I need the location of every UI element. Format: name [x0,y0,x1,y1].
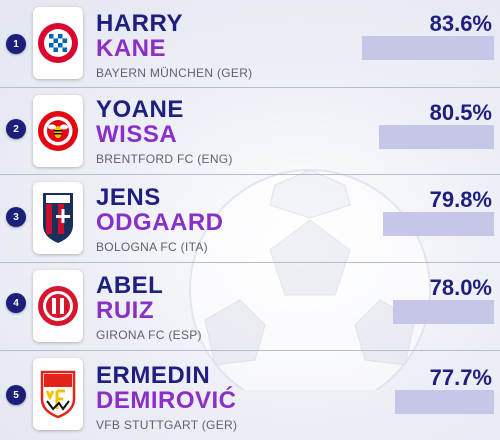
percentage-bar-track [354,36,494,60]
row-divider [0,87,500,88]
player-row-2: 2 YOANE WISSA BRENTFORD FC (ENG) 80.5% [0,88,500,174]
row-divider [0,350,500,351]
percentage-bar [393,300,494,324]
player-club: BRENTFORD FC (ENG) [96,152,233,166]
player-last-name: WISSA [96,121,178,148]
girona-crest-icon [33,270,83,342]
percentage-bar [379,125,494,149]
player-percentage: 77.7% [429,365,492,390]
percentage-bar-track [354,125,494,149]
player-first-name: HARRY [96,10,183,37]
player-last-name: KANE [96,35,167,62]
percentage-bar [394,390,494,414]
rank-badge: 5 [6,385,26,405]
player-percentage: 78.0% [429,275,492,300]
bayern-crest-icon [33,7,83,79]
row-divider [0,174,500,175]
player-first-name: JENS [96,184,161,211]
rank-badge: 3 [6,207,26,227]
percentage-bar [383,212,494,236]
player-last-name: ODGAARD [96,209,224,236]
player-row-3: 3 JENS ODGAARD BOLOGNA FC (ITA) 79.8% [0,175,500,261]
rank-badge: 1 [6,34,26,54]
bologna-crest-icon [33,182,83,254]
player-club: BOLOGNA FC (ITA) [96,240,208,254]
player-first-name: ERMEDIN [96,362,211,389]
player-club: GIRONA FC (ESP) [96,328,202,342]
percentage-bar-track [354,212,494,236]
percentage-bar [361,36,494,60]
player-row-5: 5 ERMEDIN DEMIROVIĆ VFB STUTTGART (GER) … [0,351,500,437]
player-percentage: 79.8% [429,187,492,212]
rank-badge: 2 [6,119,26,139]
player-last-name: DEMIROVIĆ [96,387,237,414]
brentford-crest-icon [33,95,83,167]
percentage-bar-track [354,390,494,414]
player-last-name: RUIZ [96,297,154,324]
player-percentage: 83.6% [429,11,492,36]
rank-badge: 4 [6,293,26,313]
percentage-bar-track [354,300,494,324]
stuttgart-crest-icon [33,358,83,430]
player-first-name: ABEL [96,272,164,299]
player-first-name: YOANE [96,96,184,123]
player-percentage: 80.5% [429,100,492,125]
player-club: BAYERN MÜNCHEN (GER) [96,66,253,80]
player-club: VFB STUTTGART (GER) [96,418,238,432]
player-row-4: 4 ABEL RUIZ GIRONA FC (ESP) 78.0% [0,263,500,349]
row-divider [0,262,500,263]
player-row-1: 1 HARRY KANE BAYERN MÜNCHEN (GER) 83.6% [0,0,500,86]
